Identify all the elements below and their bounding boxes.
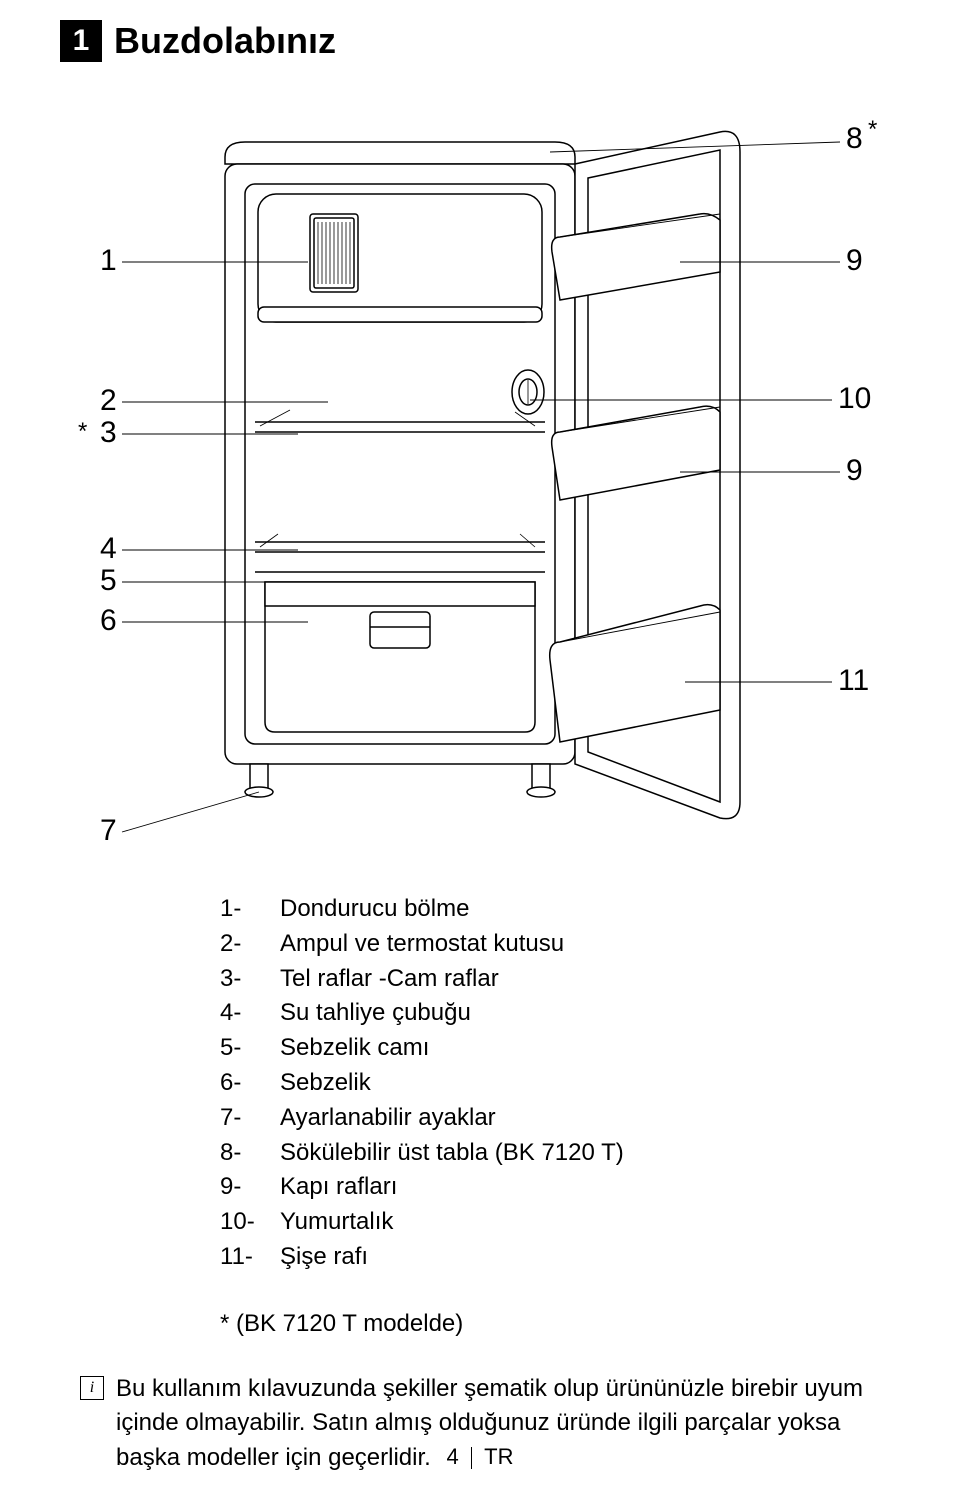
section-number-badge: 1 <box>60 20 102 62</box>
callout-9b: 9 <box>846 454 863 488</box>
callout-4: 4 <box>100 532 117 566</box>
page-header: 1 Buzdolabınız <box>60 20 900 62</box>
callout-10: 10 <box>838 382 871 416</box>
parts-row: 5-Sebzelik camı <box>220 1031 840 1066</box>
callout-5: 5 <box>100 564 117 598</box>
page-lang: TR <box>484 1444 513 1469</box>
callout-8: 8 <box>846 122 863 156</box>
parts-row: 8-Sökülebilir üst tabla (BK 7120 T) <box>220 1136 840 1171</box>
model-footnote: * (BK 7120 T modelde) <box>220 1307 840 1342</box>
callout-8-star: * <box>868 116 877 144</box>
callout-9a: 9 <box>846 244 863 278</box>
page-number: 4 <box>447 1444 459 1469</box>
footer-sep <box>471 1447 473 1469</box>
fridge-diagram: 1 2 * 3 4 5 6 7 8 * 9 10 9 11 <box>60 102 900 862</box>
callout-11: 11 <box>838 664 869 698</box>
callout-1: 1 <box>100 244 117 278</box>
parts-row: 4-Su tahliye çubuğu <box>220 996 840 1031</box>
parts-row: 3-Tel raflar -Cam raflar <box>220 962 840 997</box>
parts-row: 6-Sebzelik <box>220 1066 840 1101</box>
page-footer: 4 TR <box>0 1444 960 1470</box>
info-icon: i <box>80 1376 104 1400</box>
parts-list: 1-Dondurucu bölme 2-Ampul ve termostat k… <box>220 892 840 1342</box>
fridge-svg <box>60 102 900 862</box>
parts-row: 7-Ayarlanabilir ayaklar <box>220 1101 840 1136</box>
parts-row: 10-Yumurtalık <box>220 1205 840 1240</box>
parts-row: 9-Kapı rafları <box>220 1170 840 1205</box>
callout-7: 7 <box>100 814 117 848</box>
callout-6: 6 <box>100 604 117 638</box>
callout-3: 3 <box>100 416 117 450</box>
parts-row: 2-Ampul ve termostat kutusu <box>220 927 840 962</box>
callout-2: 2 <box>100 384 117 418</box>
parts-row: 1-Dondurucu bölme <box>220 892 840 927</box>
parts-row: 11-Şişe rafı <box>220 1240 840 1275</box>
section-title: Buzdolabınız <box>114 20 336 62</box>
callout-3-star: * <box>78 418 87 446</box>
